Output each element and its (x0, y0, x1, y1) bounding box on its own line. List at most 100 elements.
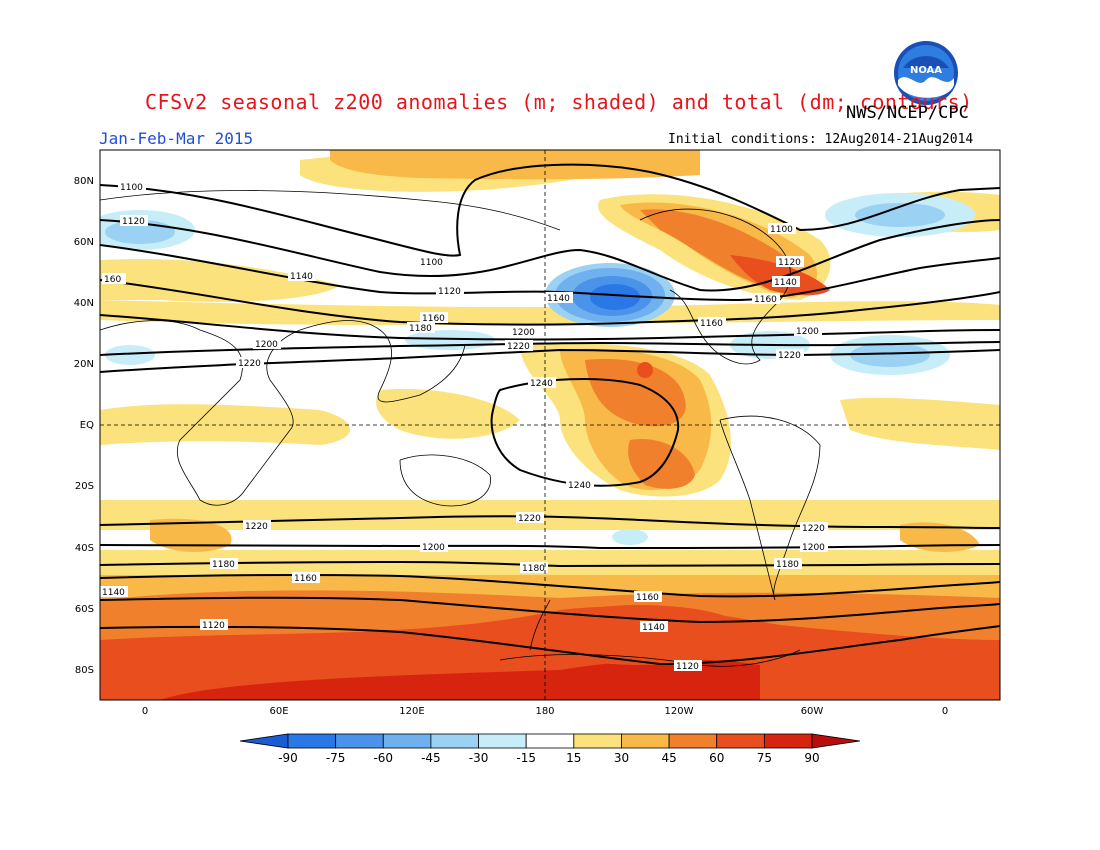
svg-text:1120: 1120 (122, 217, 145, 227)
svg-text:1220: 1220 (802, 524, 825, 534)
initial-conditions-label: Initial conditions: 12Aug2014-21Aug2014 (668, 132, 974, 147)
contour-label-1200-a: 1200 (510, 326, 538, 338)
lon-tick: 120E (399, 706, 424, 717)
colorbar-label: 75 (757, 751, 772, 765)
colorbar-box (525, 733, 575, 749)
lat-tick: 60S (75, 604, 94, 615)
contour-label-1180-d: 1180 (774, 558, 802, 570)
colorbar-label: 15 (566, 751, 581, 765)
svg-text:1200: 1200 (796, 327, 819, 337)
contour-label-1200-b: 1200 (253, 338, 281, 350)
svg-text:1160: 1160 (754, 295, 777, 305)
contour-label-1120-e: 1120 (674, 660, 702, 672)
svg-text:1180: 1180 (409, 324, 432, 334)
svg-text:1220: 1220 (238, 359, 261, 369)
colorbar-label: 60 (709, 751, 724, 765)
contour-label-1140-c: 1140 (772, 276, 800, 288)
contour-label-1120-a: 1120 (120, 215, 148, 227)
contour-label-1160-a: 1160 (420, 312, 448, 324)
svg-text:1160: 1160 (422, 314, 445, 324)
colorbar-label: 45 (661, 751, 676, 765)
colorbar-box (287, 733, 337, 749)
contour-label-1160-b: 1160 (752, 293, 780, 305)
svg-text:1200: 1200 (512, 328, 535, 338)
svg-text:160: 160 (104, 275, 121, 285)
svg-text:1200: 1200 (802, 543, 825, 553)
contour-label-1220-c: 1220 (776, 349, 804, 361)
colorbar-box (382, 733, 432, 749)
lon-tick: 60W (801, 706, 824, 717)
contour-label-1200-e: 1200 (800, 541, 828, 553)
svg-text:1160: 1160 (700, 319, 723, 329)
lat-tick: 60N (74, 237, 94, 248)
colorbar-box (573, 733, 622, 749)
svg-text:1140: 1140 (774, 278, 797, 288)
svg-text:1120: 1120 (438, 287, 461, 297)
svg-text:1220: 1220 (245, 522, 268, 532)
contour-label-1200-c: 1200 (794, 325, 822, 337)
contour-label-1140-b: 1140 (545, 292, 573, 304)
svg-text:1100: 1100 (770, 225, 793, 235)
contour-label-1220-d: 1220 (243, 520, 271, 532)
svg-text:1140: 1140 (290, 272, 313, 282)
svg-text:1220: 1220 (778, 351, 801, 361)
lon-tick: 0 (942, 706, 948, 717)
svg-text:1180: 1180 (776, 560, 799, 570)
colorbar-label: -45 (421, 751, 441, 765)
colorbar-label: -30 (469, 751, 489, 765)
colorbar-arrow-right (811, 733, 861, 749)
lon-tick: 0 (142, 706, 148, 717)
contour-label-1120-d: 1120 (200, 619, 228, 631)
colorbar-label: 30 (614, 751, 629, 765)
contour-label-1240-b: 1240 (566, 479, 594, 491)
svg-text:1220: 1220 (507, 342, 530, 352)
colorbar-arrow-left (239, 733, 289, 749)
svg-text:1140: 1140 (102, 588, 125, 598)
contour-label-1120-b: 1120 (436, 285, 464, 297)
colorbar-label: -90 (278, 751, 298, 765)
colorbar-box (621, 733, 670, 749)
colorbar-box (763, 733, 813, 749)
contour-label-1100-c: 1100 (768, 223, 796, 235)
svg-text:1100: 1100 (120, 183, 143, 193)
noaa-logo: NOAA (894, 41, 958, 105)
lat-tick: 40S (75, 543, 94, 554)
lon-axis: 0 60E 120E 180 120W 60W 0 (142, 706, 948, 717)
svg-text:1240: 1240 (530, 379, 553, 389)
contour-label-1160-d: 160 (102, 273, 126, 285)
colorbar-box (478, 733, 527, 749)
lat-tick: 40N (74, 298, 94, 309)
contour-label-1120-c: 1120 (776, 256, 804, 268)
svg-text:1180: 1180 (522, 564, 545, 574)
colorbar-label: -60 (373, 751, 393, 765)
svg-text:1140: 1140 (547, 294, 570, 304)
colorbar-box (430, 733, 479, 749)
contour-label-1220-b: 1220 (236, 357, 264, 369)
contour-label-1220-a: 1220 (505, 340, 533, 352)
lat-axis: 80N 60N 40N 20N EQ 20S 40S 60S 80S (74, 176, 94, 676)
svg-text:1140: 1140 (642, 623, 665, 633)
plot-frame (99, 149, 1001, 701)
colorbar-box (668, 733, 718, 749)
svg-text:1160: 1160 (294, 574, 317, 584)
contour-label-1180-b: 1180 (210, 558, 238, 570)
anomaly-shading (100, 150, 1000, 700)
svg-text:1120: 1120 (676, 662, 699, 672)
contour-label-1200-d: 1200 (420, 541, 448, 553)
svg-text:1240: 1240 (568, 481, 591, 491)
agency-label: NWS/NCEP/CPC (846, 103, 969, 123)
svg-text:1200: 1200 (255, 340, 278, 350)
contour-label-1240-a: 1240 (528, 377, 556, 389)
colorbar-label: 90 (804, 751, 819, 765)
lat-tick: 20N (74, 359, 94, 370)
contour-label-1220-f: 1220 (800, 522, 828, 534)
lon-tick: 120W (665, 706, 694, 717)
contour-label-1160-c: 1160 (698, 317, 726, 329)
contour-label-1220-e: 1220 (516, 512, 544, 524)
colorbar-box (335, 733, 384, 749)
colorbar-label: -75 (326, 751, 346, 765)
svg-text:NOAA: NOAA (910, 65, 942, 76)
lat-tick: 80N (74, 176, 94, 187)
svg-text:1200: 1200 (422, 543, 445, 553)
